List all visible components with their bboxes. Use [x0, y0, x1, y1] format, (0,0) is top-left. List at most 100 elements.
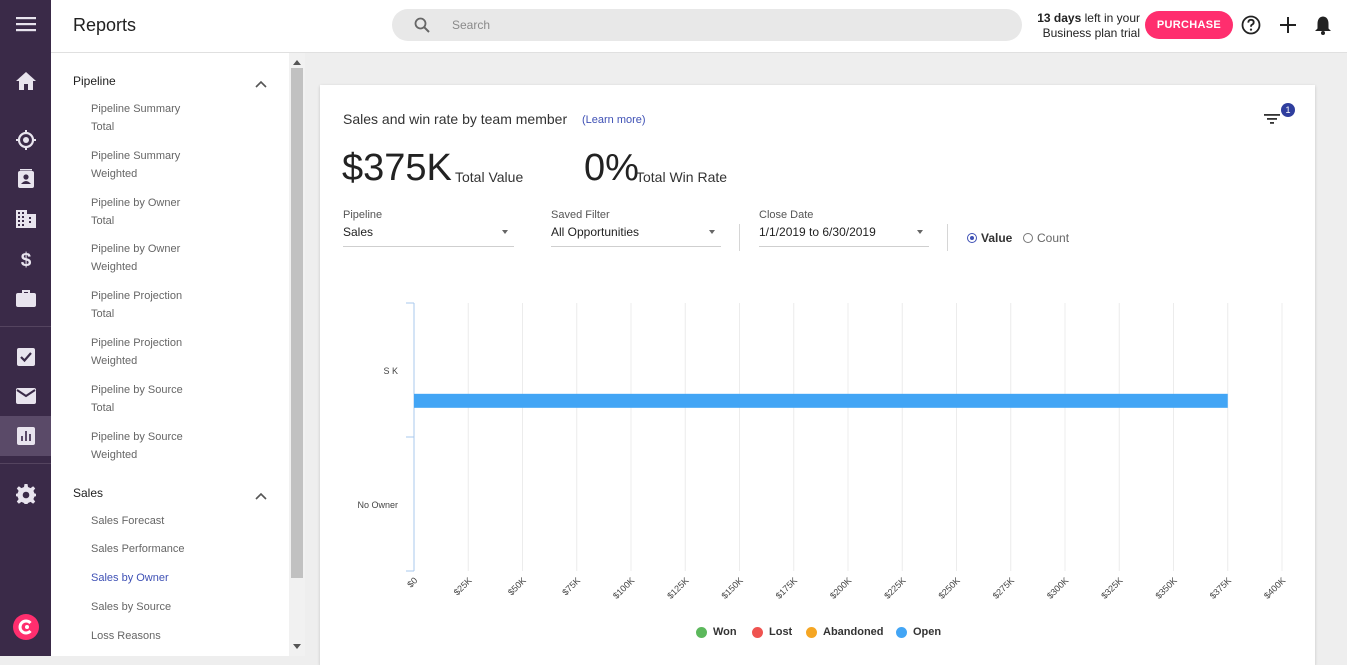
caret-down-icon	[502, 230, 508, 234]
trial-plan: Business plan trial	[1042, 26, 1140, 40]
brand-logo[interactable]	[0, 607, 51, 647]
saved-filter-select[interactable]: Saved Filter All Opportunities	[551, 209, 721, 247]
check-icon[interactable]	[0, 337, 51, 377]
search-icon	[414, 17, 430, 38]
chevron-up-icon[interactable]	[255, 487, 267, 505]
x-tick-label: $375K	[1208, 575, 1233, 600]
total-value-label: Total Value	[455, 169, 524, 185]
nav-item-pipeline-projection-weighted[interactable]: Pipeline Projection Weighted	[91, 337, 183, 367]
legend-won[interactable]: Won	[696, 626, 737, 638]
nav-item-sales-performance[interactable]: Sales Performance	[91, 543, 185, 555]
close-date-select[interactable]: Close Date 1/1/2019 to 6/30/2019	[759, 209, 929, 247]
contacts-icon[interactable]	[0, 159, 51, 199]
filter-icon[interactable]	[1263, 110, 1283, 128]
add-icon[interactable]	[1277, 14, 1299, 36]
reports-icon[interactable]	[0, 416, 51, 456]
legend-swatch	[896, 626, 907, 638]
count-radio[interactable]: Count	[1023, 231, 1069, 245]
caret-down-icon	[917, 230, 923, 234]
radio-unchecked-icon	[1023, 233, 1033, 243]
x-tick-label: $325K	[1099, 575, 1124, 600]
svg-text:$: $	[20, 250, 31, 269]
app-rail: $	[0, 0, 51, 656]
page-title: Reports	[73, 15, 137, 35]
saved-filter-label: Saved Filter	[551, 209, 610, 221]
divider	[739, 224, 740, 251]
nav-item-sales-forecast[interactable]: Sales Forecast	[91, 515, 165, 527]
briefcase-icon[interactable]	[0, 278, 51, 318]
close-date-label: Close Date	[759, 209, 814, 221]
home-icon[interactable]	[0, 61, 51, 101]
sales-by-owner-chart: S K No Owner $0 $25K $50K $75K $100K $125K $150K…	[357, 302, 1287, 601]
y-tick-label: No Owner	[357, 500, 398, 510]
x-tick-label: $150K	[719, 575, 744, 600]
purchase-button[interactable]: PURCHASE	[1145, 11, 1233, 39]
nav-item-loss-reasons[interactable]: Loss Reasons	[91, 630, 161, 642]
nav-item-sales-by-owner[interactable]: Sales by Owner	[91, 572, 169, 584]
trial-days: 13 days	[1037, 11, 1082, 25]
nav-section-sales[interactable]: Sales	[73, 486, 104, 500]
saved-filter-value[interactable]: All Opportunities	[551, 225, 721, 247]
bar-open-s-k	[414, 393, 1228, 408]
nav-item-pipeline-by-source-weighted[interactable]: Pipeline by Source Weighted	[91, 431, 183, 461]
pipeline-value[interactable]: Sales	[343, 225, 514, 247]
x-tick-label: $200K	[828, 575, 853, 600]
win-rate-label: Total Win Rate	[636, 169, 728, 185]
radio-checked-icon	[967, 233, 977, 243]
mail-icon[interactable]	[0, 376, 51, 416]
building-icon[interactable]	[0, 199, 51, 239]
learn-more-link[interactable]: (Learn more)	[582, 114, 646, 126]
value-radio[interactable]: Value	[967, 231, 1012, 245]
trial-text: left in your	[1081, 11, 1140, 25]
nav-item-pipeline-summary-total[interactable]: Pipeline Summary Total	[91, 103, 181, 133]
x-tick-label: $300K	[1045, 575, 1070, 600]
nav-item-sales-by-source[interactable]: Sales by Source	[91, 601, 172, 613]
nav-section-pipeline[interactable]: Pipeline	[73, 74, 116, 88]
target-icon[interactable]	[0, 120, 51, 160]
x-tick-label: $275K	[991, 575, 1016, 600]
x-tick-label: $350K	[1153, 575, 1178, 600]
nav-item-pipeline-summary-weighted[interactable]: Pipeline Summary Weighted	[91, 150, 181, 180]
report-nav: Pipeline Pipeline Summary Total Pipeline …	[51, 53, 289, 656]
x-tick-label: $175K	[774, 575, 799, 600]
y-tick-label: S K	[383, 366, 398, 376]
caret-down-icon	[709, 230, 715, 234]
win-rate: 0%	[584, 147, 639, 189]
notification-bell-icon[interactable]	[1312, 14, 1334, 36]
dollar-icon[interactable]: $	[0, 239, 51, 279]
trial-notice: 13 days left in your Business plan trial	[1026, 11, 1140, 41]
x-tick-label: $50K	[506, 575, 528, 597]
legend-swatch	[696, 626, 707, 638]
search-input[interactable]	[452, 9, 992, 41]
total-value: $375K	[342, 147, 452, 189]
report-title: Sales and win rate by team member	[343, 111, 568, 127]
x-tick-label: $225K	[882, 575, 907, 600]
nav-item-pipeline-by-owner-total[interactable]: Pipeline by Owner Total	[91, 197, 181, 227]
divider	[947, 224, 948, 251]
x-tick-label: $250K	[936, 575, 961, 600]
legend-open[interactable]: Open	[896, 626, 941, 638]
scroll-down-icon[interactable]	[291, 640, 303, 652]
nav-item-pipeline-by-source-total[interactable]: Pipeline by Source Total	[91, 384, 183, 414]
x-tick-label: $125K	[665, 575, 690, 600]
legend-swatch	[752, 626, 763, 638]
search-bar[interactable]	[392, 9, 1022, 41]
x-tick-label: $25K	[452, 575, 474, 597]
chevron-up-icon[interactable]	[255, 75, 267, 93]
help-icon[interactable]	[1240, 14, 1262, 36]
legend-abandoned[interactable]: Abandoned	[806, 626, 884, 638]
nav-scrollbar-thumb[interactable]	[291, 68, 303, 578]
x-tick-label: $100K	[611, 575, 636, 600]
pipeline-select[interactable]: Pipeline Sales	[343, 209, 514, 247]
nav-item-pipeline-by-owner-weighted[interactable]: Pipeline by Owner Weighted	[91, 243, 181, 273]
nav-item-pipeline-projection-total[interactable]: Pipeline Projection Total	[91, 290, 183, 320]
gear-icon[interactable]	[0, 474, 51, 514]
legend-lost[interactable]: Lost	[752, 626, 792, 638]
filter-count-badge: 1	[1281, 103, 1295, 117]
scroll-up-icon[interactable]	[291, 56, 303, 68]
close-date-value[interactable]: 1/1/2019 to 6/30/2019	[759, 225, 929, 247]
top-header: Reports 13 days left in your Business pl…	[51, 0, 1347, 53]
report-card: Sales and win rate by team member (Learn…	[320, 85, 1315, 665]
x-tick-label: $400K	[1262, 575, 1287, 600]
menu-icon[interactable]	[0, 4, 51, 44]
